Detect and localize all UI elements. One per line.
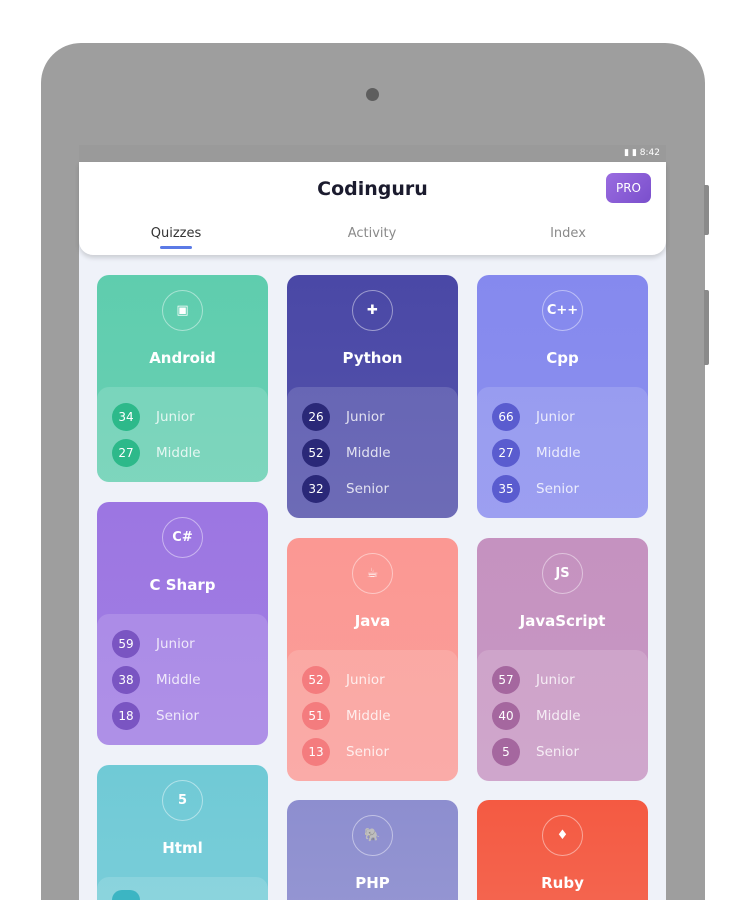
pro-button[interactable]: PRO — [606, 173, 651, 203]
card-title: Python — [342, 349, 403, 367]
card-title: Ruby — [541, 874, 584, 892]
level-label: Junior — [156, 636, 195, 652]
level-row[interactable]: 27 Middle — [492, 439, 581, 467]
python-icon: ✚ — [352, 290, 393, 331]
quiz-card-cpp[interactable]: C++ Cpp 66 Junior 27 Middle 35 Senior — [477, 275, 648, 518]
csharp-icon: C# — [162, 517, 203, 558]
level-row[interactable]: 57 Junior — [492, 666, 575, 694]
level-label: Junior — [346, 672, 385, 688]
level-label: Senior — [536, 481, 579, 497]
level-count: 59 — [112, 630, 140, 658]
level-count: 52 — [302, 666, 330, 694]
level-label: Senior — [156, 708, 199, 724]
level-row[interactable]: 18 Senior — [112, 702, 199, 730]
level-row[interactable] — [112, 890, 140, 900]
card-title: PHP — [355, 874, 390, 892]
level-count: 38 — [112, 666, 140, 694]
level-label: Junior — [536, 409, 575, 425]
quiz-card-c-sharp[interactable]: C# C Sharp 59 Junior 38 Middle 18 Senior — [97, 502, 268, 745]
camera — [366, 88, 379, 101]
level-label: Junior — [346, 409, 385, 425]
quiz-card-java[interactable]: ☕ Java 52 Junior 51 Middle 13 Senior — [287, 538, 458, 781]
card-title: Android — [149, 349, 216, 367]
level-count: 13 — [302, 738, 330, 766]
level-row[interactable]: 38 Middle — [112, 666, 201, 694]
quiz-card-ruby[interactable]: ♦ Ruby — [477, 800, 648, 900]
volume-button — [704, 185, 709, 235]
level-label: Senior — [536, 744, 579, 760]
app-header: Codinguru PRO Quizzes Activity Index — [79, 162, 666, 255]
signal-battery-icon: ▮ ▮ — [624, 148, 640, 158]
card-title: JavaScript — [519, 612, 606, 630]
active-tab-indicator — [160, 246, 192, 249]
level-row[interactable]: 35 Senior — [492, 475, 579, 503]
level-count: 27 — [112, 439, 140, 467]
card-title: C Sharp — [149, 576, 216, 594]
card-title: Html — [162, 839, 203, 857]
quiz-card-python[interactable]: ✚ Python 26 Junior 52 Middle 32 Senior — [287, 275, 458, 518]
level-list — [97, 877, 268, 900]
level-count: 32 — [302, 475, 330, 503]
level-label: Senior — [346, 481, 389, 497]
status-time: 8:42 — [639, 148, 660, 158]
level-count: 51 — [302, 702, 330, 730]
level-count — [112, 890, 140, 900]
status-bar: ▮ ▮ 8:42 — [79, 145, 666, 162]
level-row[interactable]: 40 Middle — [492, 702, 581, 730]
level-count: 27 — [492, 439, 520, 467]
android-icon: ▣ — [162, 290, 203, 331]
level-row[interactable]: 26 Junior — [302, 403, 385, 431]
level-label: Middle — [536, 708, 581, 724]
php-elephant-icon: 🐘 — [352, 815, 393, 856]
ruby-gem-icon: ♦ — [542, 815, 583, 856]
level-count: 5 — [492, 738, 520, 766]
level-list — [97, 387, 268, 482]
quiz-card-javascript[interactable]: JS JavaScript 57 Junior 40 Middle 5 Seni… — [477, 538, 648, 781]
html5-icon: 5 — [162, 780, 203, 821]
app-screen: Codinguru PRO Quizzes Activity Index ▣ A… — [79, 162, 666, 900]
level-row[interactable]: 66 Junior — [492, 403, 575, 431]
level-count: 18 — [112, 702, 140, 730]
level-label: Middle — [346, 708, 391, 724]
level-count: 57 — [492, 666, 520, 694]
level-count: 52 — [302, 439, 330, 467]
level-row[interactable]: 32 Senior — [302, 475, 389, 503]
quiz-card-html[interactable]: 5 Html — [97, 765, 268, 900]
app-title: Codinguru — [317, 178, 428, 200]
javascript-icon: JS — [542, 553, 583, 594]
tab-index[interactable]: Index — [550, 226, 586, 241]
level-label: Middle — [156, 672, 201, 688]
card-title: Cpp — [546, 349, 579, 367]
level-row[interactable]: 13 Senior — [302, 738, 389, 766]
power-button — [704, 290, 709, 365]
level-label: Senior — [346, 744, 389, 760]
level-label: Middle — [536, 445, 581, 461]
level-label: Middle — [156, 445, 201, 461]
level-label: Junior — [536, 672, 575, 688]
level-row[interactable]: 34 Junior — [112, 403, 195, 431]
level-row[interactable]: 52 Middle — [302, 439, 391, 467]
level-row[interactable]: 27 Middle — [112, 439, 201, 467]
level-row[interactable]: 52 Junior — [302, 666, 385, 694]
quiz-card-php[interactable]: 🐘 PHP — [287, 800, 458, 900]
level-count: 35 — [492, 475, 520, 503]
quiz-card-android[interactable]: ▣ Android 34 Junior 27 Middle — [97, 275, 268, 482]
level-count: 66 — [492, 403, 520, 431]
tab-activity[interactable]: Activity — [347, 226, 397, 241]
level-label: Middle — [346, 445, 391, 461]
card-title: Java — [354, 612, 391, 630]
level-count: 34 — [112, 403, 140, 431]
level-row[interactable]: 59 Junior — [112, 630, 195, 658]
java-icon: ☕ — [352, 553, 393, 594]
level-count: 40 — [492, 702, 520, 730]
level-count: 26 — [302, 403, 330, 431]
level-row[interactable]: 51 Middle — [302, 702, 391, 730]
level-row[interactable]: 5 Senior — [492, 738, 579, 766]
level-label: Junior — [156, 409, 195, 425]
tab-quizzes[interactable]: Quizzes — [150, 226, 202, 241]
cpp-icon: C++ — [542, 290, 583, 331]
